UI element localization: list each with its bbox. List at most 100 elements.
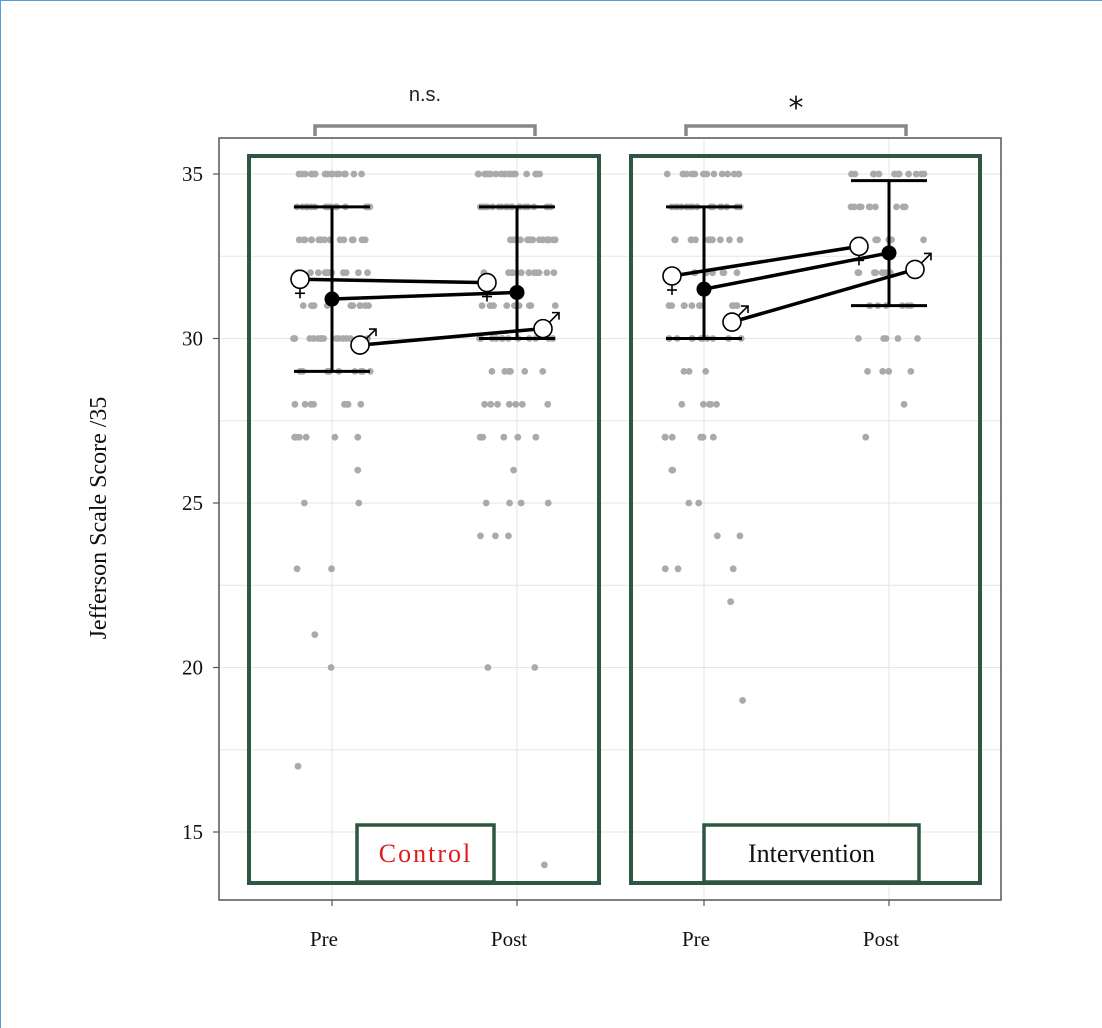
male-symbol-circle: [722, 312, 742, 332]
data-point: [663, 170, 671, 178]
female-symbol-circle: [290, 269, 310, 290]
data-point: [479, 433, 487, 441]
data-point: [307, 400, 315, 408]
data-point: [314, 269, 322, 277]
data-point: [885, 368, 893, 375]
data-point: [354, 269, 362, 277]
data-point: [540, 861, 548, 869]
male-symbol-arrowhead: [552, 311, 560, 320]
data-point: [702, 368, 710, 375]
data-point: [300, 499, 308, 507]
data-point: [678, 400, 686, 408]
male-symbol-arrowhead: [741, 305, 749, 314]
data-point: [523, 170, 531, 178]
data-point: [668, 466, 676, 474]
data-point: [709, 433, 717, 441]
data-point: [483, 170, 490, 178]
panel-border: [629, 154, 982, 885]
x-tick-label: Post: [491, 927, 527, 951]
data-point: [340, 236, 348, 244]
data-point: [477, 532, 484, 540]
data-point: [718, 170, 726, 178]
plot-area-border: [218, 137, 1002, 901]
data-point: [685, 368, 693, 375]
data-point: [487, 400, 495, 408]
data-point: [509, 269, 517, 277]
data-point: [291, 400, 299, 408]
data-point: [532, 433, 540, 441]
data-point: [295, 170, 303, 178]
data-point: [661, 565, 669, 573]
data-point: [335, 170, 343, 178]
data-point: [484, 664, 492, 671]
data-point: [733, 269, 741, 277]
raw-points: [290, 170, 928, 869]
data-point: [531, 664, 539, 671]
data-point: [490, 302, 498, 309]
data-point: [699, 170, 707, 178]
y-tick-label: 20: [182, 656, 203, 680]
group-label: Intervention: [748, 839, 875, 868]
data-point: [293, 565, 301, 573]
data-point: [882, 335, 890, 342]
data-point: [696, 302, 703, 309]
data-point: [510, 466, 517, 474]
data-point: [310, 335, 318, 342]
data-point: [713, 532, 721, 540]
group-label-box: [702, 823, 921, 884]
data-point: [695, 499, 703, 507]
data-point: [680, 368, 688, 375]
data-point: [354, 466, 362, 474]
data-point: [506, 499, 513, 507]
data-point: [736, 532, 744, 540]
summary-marks: [290, 179, 932, 373]
data-point: [665, 302, 673, 309]
female-symbol-circle: [477, 272, 497, 293]
panels: Control n.s. Intervention *: [247, 84, 982, 885]
data-point: [331, 433, 339, 441]
data-point: [517, 236, 524, 244]
data-point: [545, 236, 553, 244]
data-point: [730, 302, 738, 309]
data-point: [674, 565, 682, 573]
data-point: [736, 236, 744, 244]
data-point: [507, 236, 514, 244]
data-point: [872, 203, 879, 211]
data-point: [692, 236, 699, 244]
data-point: [697, 433, 705, 441]
female-line: [671, 244, 860, 278]
male-symbol-circle: [533, 318, 553, 339]
y-tick-label: 15: [182, 820, 203, 844]
data-point: [539, 368, 547, 375]
data-point: [679, 170, 687, 178]
data-point: [900, 400, 908, 408]
data-point: [914, 335, 921, 342]
data-point: [300, 236, 308, 244]
data-point: [524, 236, 531, 244]
data-point: [668, 433, 676, 441]
data-point: [862, 433, 870, 441]
data-point: [299, 302, 307, 309]
data-point: [324, 269, 332, 277]
data-point: [529, 236, 537, 244]
data-point: [475, 170, 483, 178]
data-point: [317, 335, 325, 342]
data-point: [356, 302, 364, 309]
data-point: [294, 762, 302, 770]
data-point: [295, 433, 303, 441]
data-point: [901, 203, 909, 211]
data-point: [301, 170, 309, 178]
male-symbol-arrow: [737, 305, 749, 317]
data-point: [494, 400, 501, 408]
data-point: [710, 170, 718, 178]
data-point: [509, 170, 517, 178]
female-symbol-circle: [849, 236, 869, 257]
data-point: [505, 532, 512, 540]
data-point: [291, 433, 299, 441]
data-point: [525, 269, 533, 277]
y-tick-label: 30: [182, 327, 203, 351]
significance-bracket: [313, 124, 537, 136]
data-point: [505, 400, 513, 408]
data-point: [492, 170, 500, 178]
